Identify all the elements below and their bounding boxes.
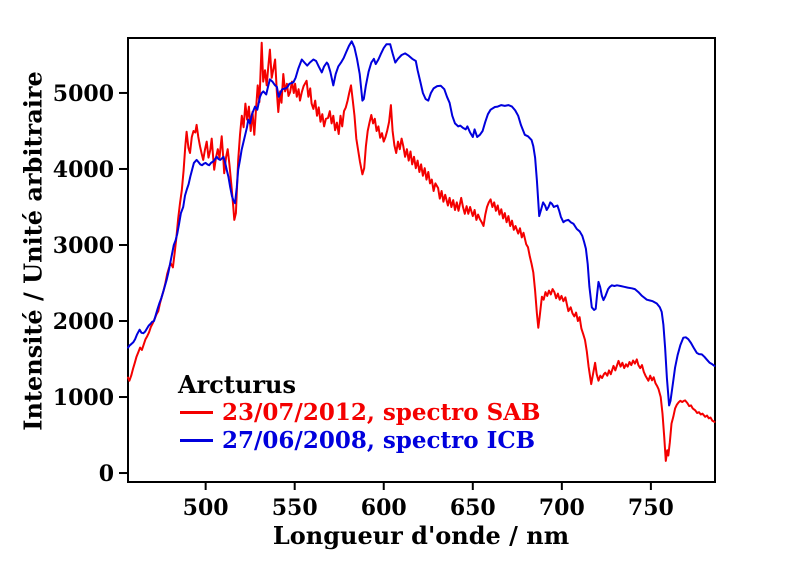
y-axis-label: Intensité / Unité arbitraire [18, 71, 48, 431]
y-tick-label: 4000 [53, 157, 114, 183]
red-line-swatch [180, 410, 213, 414]
blue-line-swatch [180, 438, 213, 442]
plot-frame [127, 37, 716, 483]
x-tick-label: 550 [272, 495, 318, 521]
x-tick-label: 500 [183, 495, 229, 521]
legend-title: Arcturus [178, 370, 297, 399]
spectrum-line-1 [127, 40, 716, 407]
x-tick-label: 600 [361, 495, 407, 521]
legend-label-red: 23/07/2012, spectro SAB [222, 398, 541, 426]
x-tick-label: 750 [628, 495, 674, 521]
y-tick-label: 5000 [53, 81, 114, 107]
x-tick-label: 650 [450, 495, 496, 521]
legend-entry-red: 23/07/2012, spectro SAB [178, 398, 541, 426]
y-tick-label: 0 [99, 461, 114, 487]
spectrum-line-0 [127, 41, 716, 462]
x-tick-label: 700 [539, 495, 585, 521]
legend-label-blue: 27/06/2008, spectro ICB [222, 426, 536, 454]
y-tick-label: 1000 [53, 385, 114, 411]
legend-entry-blue: 27/06/2008, spectro ICB [178, 426, 541, 454]
y-tick-label: 3000 [53, 233, 114, 259]
y-tick-label: 2000 [53, 309, 114, 335]
x-axis-label: Longueur d'onde / nm [272, 521, 570, 550]
legend: Arcturus 23/07/2012, spectro SAB 27/06/2… [178, 371, 541, 454]
